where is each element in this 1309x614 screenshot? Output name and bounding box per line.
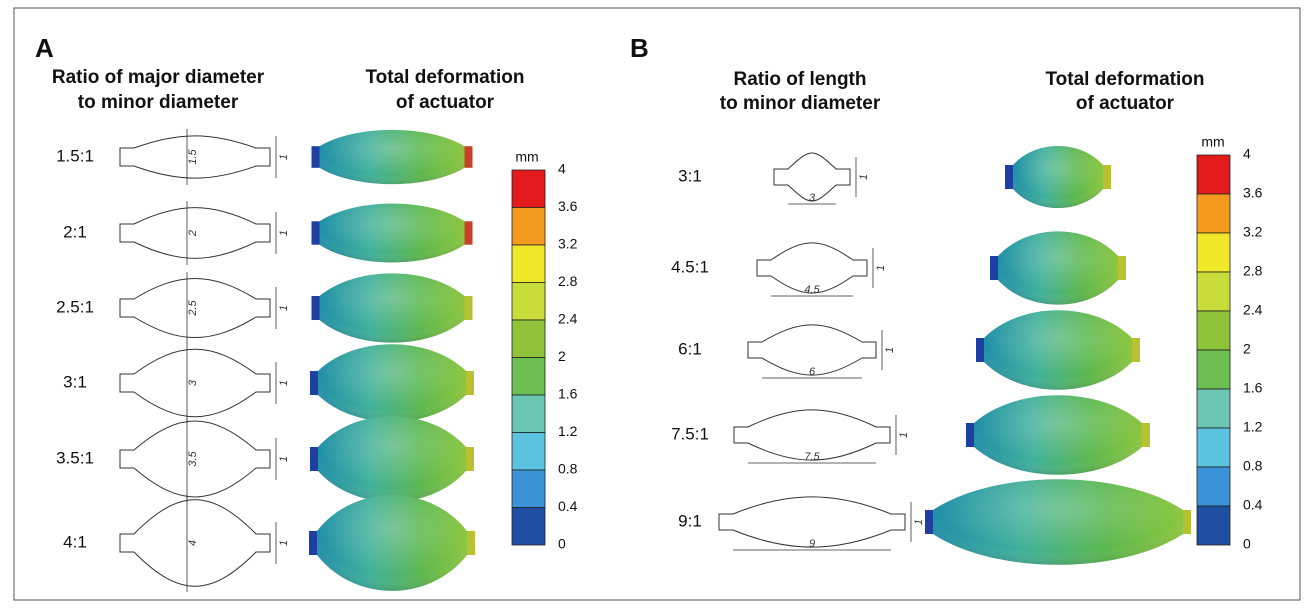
minor-label: 1	[913, 519, 925, 525]
dimension-label: 6	[809, 366, 816, 378]
column-header: to minor diameter	[78, 92, 239, 113]
minor-label: 1	[278, 154, 290, 160]
minor-label: 1	[858, 174, 870, 180]
dimension-label: 2	[187, 230, 199, 237]
panel-label: B	[630, 33, 649, 63]
column-header: Ratio of length	[734, 69, 867, 90]
colorbar-tick: 2	[1243, 341, 1251, 357]
colorbar-segment	[1197, 506, 1230, 545]
ratio-label: 4:1	[63, 532, 87, 551]
colorbar-tick: 2.4	[1243, 302, 1263, 318]
colorbar-segment	[1197, 155, 1230, 194]
actuator-shade	[318, 416, 466, 502]
colorbar-unit: mm	[515, 149, 538, 165]
colorbar-segment	[512, 470, 545, 508]
column-header: Total deformation	[365, 67, 524, 88]
minor-label: 1	[278, 305, 290, 311]
colorbar-unit: mm	[1201, 134, 1224, 150]
dimension-label: 1.5	[187, 148, 199, 164]
actuator-shade	[984, 310, 1132, 389]
minor-label: 1	[875, 265, 887, 271]
colorbar-tick: 3.6	[1243, 185, 1263, 201]
ratio-label: 2:1	[63, 222, 87, 241]
ratio-label: 7.5:1	[671, 424, 709, 443]
minor-label: 1	[278, 456, 290, 462]
figure: A Ratio of major diameter to minor diamete…	[0, 0, 1309, 609]
actuator-shade	[317, 495, 467, 591]
actuator-shade	[974, 395, 1142, 474]
minor-label: 1	[884, 347, 896, 353]
colorbar-segment	[1197, 311, 1230, 350]
dimension-label: 9	[809, 538, 815, 550]
ratio-label: 3:1	[63, 372, 87, 391]
colorbar-segment	[1197, 350, 1230, 389]
ratio-label: 1.5:1	[56, 146, 94, 165]
colorbar-segment	[512, 433, 545, 471]
dimension-label: 2.5	[187, 299, 199, 316]
colorbar-segment	[512, 508, 545, 546]
ratio-label: 9:1	[678, 511, 702, 530]
colorbar-tick: 1.2	[1243, 419, 1263, 435]
colorbar-segment	[512, 283, 545, 321]
colorbar-segment	[1197, 233, 1230, 272]
colorbar-tick: 3.6	[558, 198, 578, 214]
actuator-shade	[320, 273, 465, 342]
colorbar-segment	[512, 395, 545, 433]
ratio-label: 3:1	[678, 166, 702, 185]
colorbar-segment	[512, 208, 545, 246]
ratio-label: 2.5:1	[56, 297, 94, 316]
minor-label: 1	[898, 432, 910, 438]
column-header: of actuator	[396, 92, 495, 113]
minor-label: 1	[278, 380, 290, 386]
dimension-label: 4.5	[804, 284, 820, 296]
dimension-label: 3.5	[187, 450, 199, 466]
column-header: Total deformation	[1045, 69, 1204, 90]
colorbar-segment	[512, 245, 545, 283]
colorbar-tick: 2	[558, 348, 566, 364]
colorbar-tick: 1.6	[558, 386, 578, 402]
colorbar-tick: 4	[1243, 146, 1251, 162]
colorbar-tick: 4	[558, 161, 566, 177]
colorbar-segment	[512, 320, 545, 358]
colorbar-tick: 0.4	[558, 498, 578, 514]
colorbar-segment	[512, 170, 545, 208]
colorbar-segment	[1197, 272, 1230, 311]
actuator-shade	[320, 204, 465, 263]
panel-label: A	[35, 33, 54, 63]
ratio-label: 6:1	[678, 339, 702, 358]
actuator-shade	[998, 231, 1118, 304]
colorbar-segment	[1197, 428, 1230, 467]
colorbar-tick: 0	[558, 536, 566, 552]
ratio-label: 3.5:1	[56, 448, 94, 467]
colorbar-tick: 2.4	[558, 311, 578, 327]
dimension-label: 3	[809, 192, 816, 204]
minor-label: 1	[278, 230, 290, 236]
dimension-label: 4	[187, 540, 199, 546]
column-header: of actuator	[1076, 93, 1175, 114]
actuator-shade	[318, 344, 466, 421]
colorbar-tick: 0	[1243, 536, 1251, 552]
colorbar-tick: 0.8	[558, 461, 578, 477]
ratio-label: 4.5:1	[671, 257, 709, 276]
colorbar-tick: 1.2	[558, 423, 578, 439]
colorbar-tick: 3.2	[1243, 224, 1263, 240]
colorbar-segment	[512, 358, 545, 396]
colorbar-tick: 3.2	[558, 236, 578, 252]
colorbar-segment	[1197, 467, 1230, 506]
actuator-shade	[320, 130, 465, 184]
colorbar-segment	[1197, 389, 1230, 428]
minor-label: 1	[278, 540, 290, 546]
colorbar-tick: 1.6	[1243, 380, 1263, 396]
colorbar-tick: 2.8	[558, 273, 578, 289]
dimension-label: 3	[187, 379, 199, 386]
colorbar-tick: 2.8	[1243, 263, 1263, 279]
actuator-shade	[1013, 146, 1103, 208]
colorbar-tick: 0.8	[1243, 458, 1263, 474]
colorbar-segment	[1197, 194, 1230, 233]
actuator-shade	[933, 479, 1183, 565]
column-header: Ratio of major diameter	[52, 67, 265, 88]
column-header: to minor diameter	[720, 93, 881, 114]
colorbar-tick: 0.4	[1243, 497, 1263, 513]
dimension-label: 7.5	[804, 451, 820, 463]
